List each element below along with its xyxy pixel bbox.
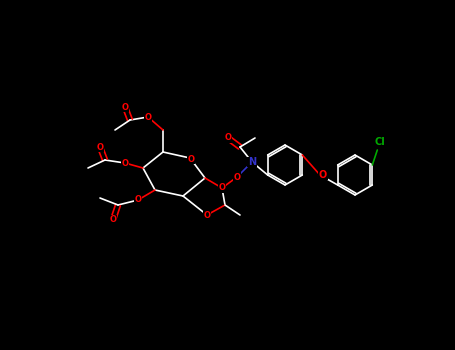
Text: O: O xyxy=(233,173,241,182)
Text: O: O xyxy=(224,133,232,142)
Text: O: O xyxy=(121,159,128,168)
Text: O: O xyxy=(135,196,142,204)
Text: O: O xyxy=(121,103,128,112)
Text: O: O xyxy=(187,154,194,163)
Text: O: O xyxy=(203,210,211,219)
Text: O: O xyxy=(218,183,226,192)
Text: O: O xyxy=(319,170,327,180)
Text: Cl: Cl xyxy=(375,137,386,147)
Text: O: O xyxy=(96,142,103,152)
Text: O: O xyxy=(145,112,152,121)
Text: O: O xyxy=(110,216,116,224)
Text: N: N xyxy=(248,157,256,167)
